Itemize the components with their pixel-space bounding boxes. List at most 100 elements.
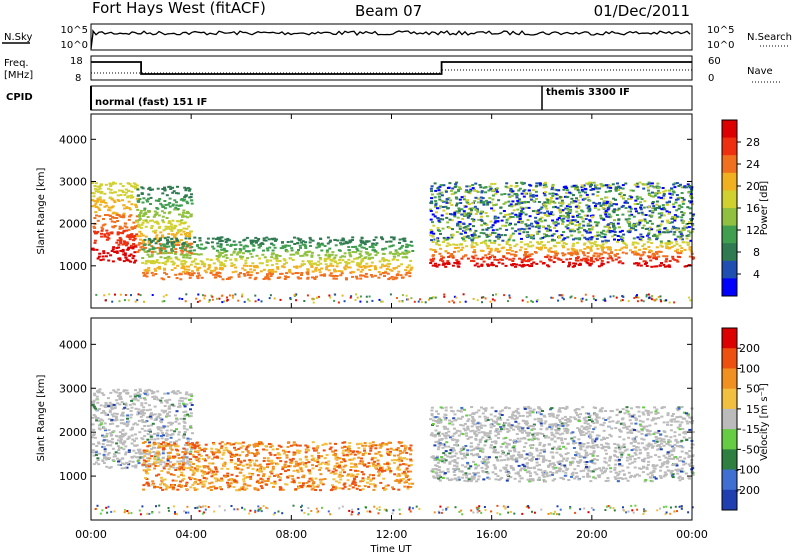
- scatter-cell: [182, 436, 186, 439]
- scatter-cell: [110, 198, 114, 201]
- scatter-cell: [608, 190, 611, 193]
- scatter-cell: [226, 467, 230, 470]
- scatter-cell: [381, 264, 385, 267]
- scatter-cell: [431, 259, 435, 262]
- scatter-cell: [253, 462, 257, 465]
- scatter-cell: [658, 230, 661, 233]
- scatter-cell: [680, 211, 684, 214]
- scatter-cell: [163, 405, 167, 407]
- scatter-cell: [215, 273, 219, 276]
- scatter-cell: [636, 264, 640, 267]
- scatter-cell: [509, 203, 513, 206]
- scatter-cell: [160, 470, 164, 472]
- scatter-cell: [504, 224, 508, 227]
- scatter-cell: [138, 214, 142, 217]
- scatter-cell: [104, 456, 108, 459]
- scatter-cell: [109, 391, 113, 394]
- scatter-cell: [119, 182, 123, 185]
- scatter-cell: [631, 225, 635, 228]
- scatter-cell: [517, 198, 521, 201]
- scatter-cell: [668, 192, 672, 195]
- scatter-cell: [254, 239, 258, 242]
- scatter-cell: [152, 215, 156, 218]
- scatter-cell: [152, 262, 156, 265]
- scatter-cell: [258, 262, 262, 265]
- scatter-cell: [140, 419, 144, 422]
- scatter-cell: [212, 485, 216, 488]
- scatter-cell: [595, 184, 599, 187]
- scatter-cell: [166, 459, 170, 462]
- scatter-cell: [662, 255, 666, 258]
- scatter-cell: [186, 440, 190, 443]
- scatter-cell: [158, 413, 162, 416]
- scatter-cell: [118, 403, 122, 406]
- scatter-cell: [689, 218, 693, 220]
- scatter-cell: [429, 234, 433, 237]
- scatter-cell: [636, 185, 640, 188]
- scatter-cell: [167, 421, 171, 424]
- scatter-cell: [647, 293, 650, 296]
- scatter-cell: [114, 417, 118, 420]
- scatter-cell: [636, 197, 640, 200]
- scatter-cell: [156, 452, 160, 455]
- scatter-cell: [321, 274, 324, 277]
- scatter-cell: [581, 198, 585, 201]
- scatter-cell: [663, 231, 667, 234]
- scatter-cell: [153, 485, 157, 488]
- scatter-cell: [404, 474, 408, 477]
- scatter-cell: [677, 207, 681, 210]
- scatter-cell: [143, 429, 147, 432]
- scatter-cell: [390, 269, 394, 272]
- scatter-cell: [354, 251, 358, 254]
- scatter-cell: [518, 229, 522, 232]
- scatter-cell: [221, 255, 225, 258]
- scatter-cell: [117, 460, 120, 463]
- scatter-cell: [574, 237, 578, 240]
- scatter-cell: [181, 265, 185, 268]
- scatter-cell: [520, 220, 524, 223]
- scatter-cell: [356, 442, 360, 445]
- scatter-cell: [127, 450, 131, 453]
- scatter-cell: [625, 252, 628, 255]
- scatter-cell: [100, 191, 104, 193]
- scatter-cell: [257, 452, 260, 455]
- scatter-cell: [396, 259, 400, 262]
- scatter-cell: [361, 259, 365, 262]
- scatter-cell: [167, 452, 170, 455]
- scatter-cell: [588, 231, 592, 234]
- scatter-cell: [342, 449, 346, 452]
- scatter-cell: [604, 184, 608, 187]
- scatter-cell: [588, 236, 592, 239]
- scatter-cell: [130, 406, 134, 409]
- scatter-cell: [520, 237, 523, 240]
- scatter-cell: [134, 398, 138, 400]
- scatter-cell: [561, 202, 565, 205]
- nave-label: Nave: [747, 66, 773, 77]
- scatter-cell: [97, 441, 100, 444]
- scatter-cell: [261, 253, 265, 256]
- scatter-cell: [173, 199, 177, 202]
- scatter-cell: [610, 204, 614, 207]
- scatter-cell: [602, 202, 606, 205]
- scatter-cell: [562, 188, 566, 191]
- scatter-cell: [162, 247, 166, 250]
- scatter-cell: [151, 248, 155, 251]
- scatter-cell: [378, 473, 381, 476]
- scatter-cell: [358, 256, 362, 259]
- scatter-cell: [122, 243, 126, 246]
- scatter-cell: [572, 238, 575, 241]
- scatter-cell: [196, 277, 200, 280]
- scatter-cell: [370, 244, 374, 247]
- scatter-cell: [188, 276, 192, 279]
- scatter-cell: [314, 477, 318, 480]
- scatter-cell: [254, 236, 258, 239]
- scatter-cell: [371, 441, 375, 444]
- scatter-cell: [219, 479, 223, 482]
- scatter-cell: [151, 396, 155, 398]
- scatter-cell: [158, 239, 162, 241]
- scatter-cell: [648, 251, 651, 254]
- scatter-cell: [518, 232, 522, 235]
- scatter-cell: [514, 223, 517, 226]
- scatter-cell: [254, 294, 257, 297]
- scatter-cell: [269, 453, 273, 456]
